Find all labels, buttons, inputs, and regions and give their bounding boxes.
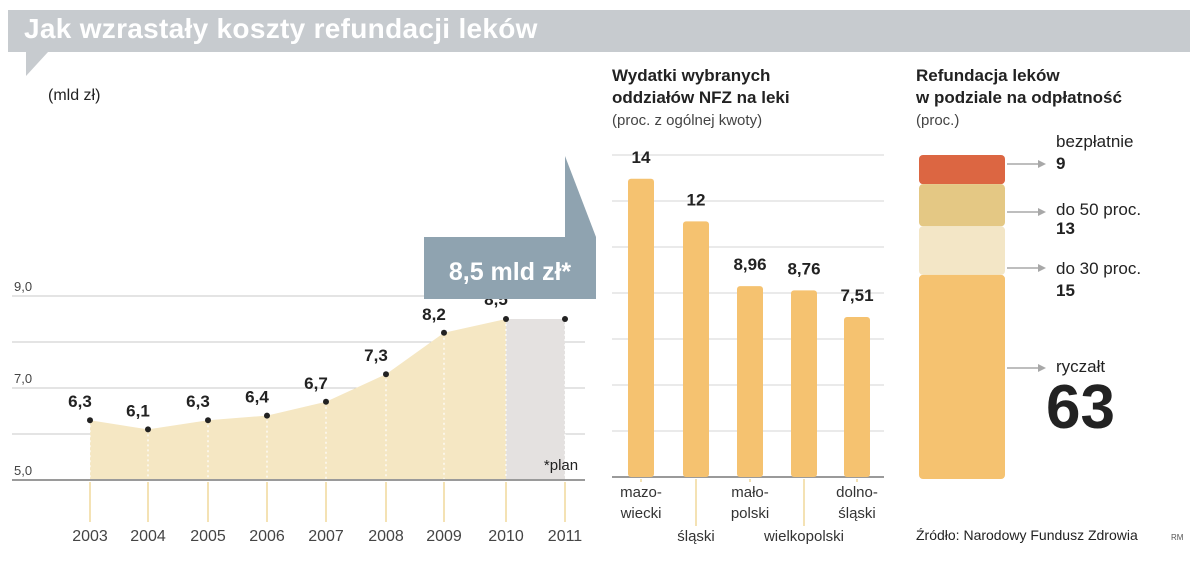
bar [844,317,870,477]
bar-value-label: 8,96 [733,255,766,274]
callout-pointer [565,156,596,237]
point-value-label: 8,2 [422,305,446,324]
x-tick-label: 2005 [190,528,226,545]
title-banner-tail [26,52,48,76]
segment-value: 9 [1056,154,1065,173]
point-value-label: 7,3 [364,346,388,365]
bar-chart-title-line1: Wydatki wybranych [612,66,770,85]
segment-name: ryczałt [1056,357,1105,376]
bar [628,178,654,478]
stack-subtitle: (proc.) [916,112,959,129]
stack-title-line2: w podziale na odpłatność [915,88,1122,107]
x-tick-label: 2007 [308,528,344,545]
segment-name: do 50 proc. [1056,200,1141,219]
data-point [264,412,270,419]
y-tick-label: 5,0 [14,463,32,478]
callout-box [424,237,596,299]
point-value-label: 6,4 [245,388,269,407]
plan-area [506,319,565,480]
bar-category-label: wielkopolski [763,528,844,545]
data-point [383,371,389,378]
unit-label: (mld zł) [48,87,100,104]
bar-category-label: mazo- [620,484,662,501]
segment-arrowhead [1038,208,1046,216]
segment-arrowhead [1038,160,1046,168]
source-note: Źródło: Narodowy Fundusz Zdrowia [916,527,1138,543]
point-value-label: 6,1 [126,401,150,420]
segment-arrowhead [1038,364,1046,372]
data-point [503,316,509,322]
title-banner [8,10,1190,52]
bar-value-label: 12 [687,190,706,209]
area-series [90,319,506,480]
plan-note: *plan [544,457,578,474]
segment-value-large: 63 [1046,373,1115,442]
data-point [441,329,447,336]
stack-segment [919,274,1005,479]
x-tick-label: 2004 [130,528,166,545]
x-tick-label: 2006 [249,528,285,545]
bar-category-label: polski [731,505,769,522]
bar-value-label: 14 [632,148,651,167]
bar-category-label: wiecki [620,505,662,522]
segment-value: 13 [1056,219,1075,238]
credit-mark: RM [1171,533,1184,542]
bar [737,286,763,477]
x-tick-label: 2010 [488,528,524,545]
stack-title-line1: Refundacja leków [916,66,1060,85]
bar-category-label: dolno- [836,484,878,501]
data-point [323,398,329,405]
bar-chart-title-line2: oddziałów NFZ na leki [612,88,790,107]
x-tick-label: 2003 [72,528,108,545]
point-value-label: 6,3 [68,392,92,411]
data-point [145,426,151,433]
bar-category-label: śląski [838,505,876,522]
point-value-label: 6,7 [304,374,328,393]
segment-name: bezpłatnie [1056,132,1134,151]
data-point [205,417,211,424]
bar-value-label: 7,51 [840,286,873,305]
bar-chart-subtitle: (proc. z ogólnej kwoty) [612,112,762,129]
segment-value: 15 [1056,281,1075,300]
callout-text: 8,5 mld zł* [449,258,572,286]
x-tick-label: 2011 [548,528,583,545]
data-point [87,417,93,424]
bar-category-label: mało- [731,484,769,501]
point-value-label: 6,3 [186,392,210,411]
stack-segment [919,184,1005,227]
bar-value-label: 8,76 [787,259,820,278]
x-tick-label: 2009 [426,528,462,545]
segment-name: do 30 proc. [1056,259,1141,278]
main-title: Jak wzrastały koszty refundacji leków [24,13,538,44]
y-tick-label: 9,0 [14,279,32,294]
y-tick-label: 7,0 [14,371,32,386]
bar [683,221,709,477]
stack-segment [919,226,1005,275]
stack-segment [919,155,1005,185]
segment-arrowhead [1038,264,1046,272]
bar-category-label: śląski [677,528,715,545]
x-tick-label: 2008 [368,528,404,545]
bar [791,290,817,477]
data-point [562,316,568,322]
